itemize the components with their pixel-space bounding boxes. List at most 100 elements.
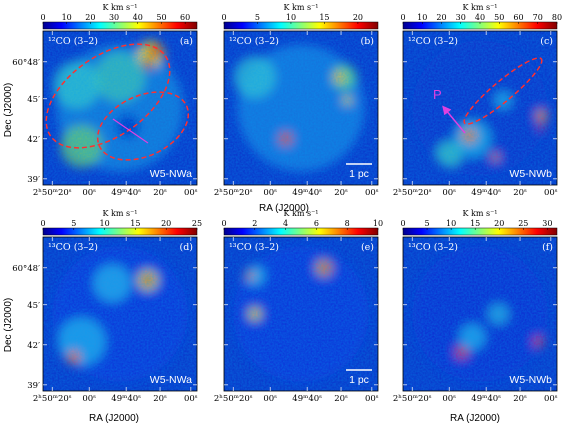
panel-frame bbox=[42, 30, 198, 186]
colorbar-unit: K km s⁻¹ bbox=[462, 3, 497, 12]
ra-tick-label: 00ˢ bbox=[263, 188, 277, 198]
outflow-axis-line bbox=[112, 118, 149, 144]
panel-letter: (b) bbox=[361, 36, 375, 47]
colorbar-tick-label: 50 bbox=[494, 13, 504, 22]
arrow-label: P bbox=[433, 87, 442, 102]
panel-frame bbox=[402, 30, 558, 186]
colorbar-tick-label: 10 bbox=[286, 13, 296, 22]
panel-frame bbox=[223, 30, 379, 186]
colorbar-tick-label: 60 bbox=[180, 13, 190, 22]
dec-tick-label: 45′ bbox=[27, 301, 40, 311]
ra-tick-label: 00ˢ bbox=[365, 394, 379, 404]
species-label: ¹²CO (3–2) bbox=[229, 36, 279, 47]
intensity-map bbox=[224, 237, 378, 391]
region-label: W5-NWb bbox=[509, 374, 552, 386]
panel-e: 0 2 4 6 8 10 K km s⁻¹ 2ʰ50ᵐ20ˢ 00ˢ 49ᵐ40ˢ 20ˢ 00ˢ ¹³… bbox=[214, 209, 383, 404]
ra-tick-label: 00ˢ bbox=[544, 394, 558, 404]
intensity-map bbox=[43, 31, 197, 185]
colorbar-tick-label: 2 bbox=[252, 219, 257, 228]
species-label: ¹²CO (3–2) bbox=[48, 36, 98, 47]
colorbar-tick-label: 70 bbox=[533, 13, 543, 22]
colorbar-tick-label: 10 bbox=[446, 219, 456, 228]
scale-bar-label: 1 pc bbox=[349, 168, 369, 180]
colorbar-tick-label: 15 bbox=[130, 219, 140, 228]
colorbar-tick-label: 30 bbox=[109, 13, 119, 22]
ra-tick-label: 20ˢ bbox=[513, 188, 527, 198]
ra-tick-label: 49ᵐ40ˢ bbox=[471, 394, 501, 404]
colorbar-tick-label: 0 bbox=[40, 13, 45, 22]
intensity-map bbox=[403, 31, 557, 185]
colorbar-tick-label: 5 bbox=[71, 219, 76, 228]
ra-tick-label: 00ˢ bbox=[365, 188, 379, 198]
ra-tick-label: 20ˢ bbox=[334, 188, 348, 198]
panel-letter: (d) bbox=[180, 242, 194, 253]
ra-tick-label: 20ˢ bbox=[334, 394, 348, 404]
panel-letter: (c) bbox=[540, 36, 553, 47]
dec-tick-label: 60°48′ bbox=[12, 264, 40, 274]
colorbar-tick-label: 50 bbox=[156, 13, 166, 22]
ra-tick-label: 2ʰ50ᵐ20ˢ bbox=[393, 394, 432, 404]
colorbar-unit: K km s⁻¹ bbox=[283, 3, 318, 12]
species-label: ¹²CO (3–2) bbox=[408, 36, 458, 47]
dec-tick-label: 39′ bbox=[27, 175, 40, 185]
colorbar-tick-label: 0 bbox=[221, 13, 226, 22]
colorbar-tick-label: 30 bbox=[542, 219, 552, 228]
dashed-ellipse bbox=[96, 91, 190, 161]
ra-tick-label: 00ˢ bbox=[82, 394, 96, 404]
colorbar-tick-label: 4 bbox=[283, 219, 288, 228]
colorbar-tick-label: 10 bbox=[417, 13, 427, 22]
colorbar-tick-label: 40 bbox=[133, 13, 143, 22]
colorbar-tick-label: 20 bbox=[436, 13, 446, 22]
ra-tick-label: 00ˢ bbox=[442, 188, 456, 198]
panel-c: 0 10 20 30 40 50 60 70 80 K km s⁻¹ 2ʰ50ᵐ20ˢ 00ˢ 49ᵐ4… bbox=[393, 3, 562, 198]
region-label: W5-NWb bbox=[509, 168, 552, 180]
colorbar-tick-label: 20 bbox=[353, 13, 363, 22]
colorbar-unit: K km s⁻¹ bbox=[102, 209, 137, 218]
dashed-ellipse bbox=[45, 43, 171, 149]
dec-tick-label: 42′ bbox=[27, 135, 40, 145]
ra-tick-label: 49ᵐ40ˢ bbox=[111, 188, 141, 198]
ra-tick-label: 00ˢ bbox=[184, 188, 198, 198]
panel-a: 0 10 20 30 40 50 60 K km s⁻¹ 2ʰ50ᵐ20ˢ 00ˢ 49ᵐ40ˢ 20… bbox=[12, 3, 198, 198]
colorbar-tick-label: 25 bbox=[518, 219, 528, 228]
colorbar-unit: K km s⁻¹ bbox=[102, 3, 137, 12]
dec-tick-label: 42′ bbox=[27, 341, 40, 351]
colorbar-tick-label: 10 bbox=[62, 13, 72, 22]
panel-letter: (e) bbox=[361, 242, 374, 253]
colorbar-tick-label: 5 bbox=[425, 219, 430, 228]
ra-tick-label: 20ˢ bbox=[153, 394, 167, 404]
xlabel-top-middle: RA (J2000) bbox=[259, 203, 309, 214]
colorbar-tick-label: 30 bbox=[456, 13, 466, 22]
intensity-map bbox=[403, 237, 557, 391]
ra-tick-label: 49ᵐ40ˢ bbox=[111, 394, 141, 404]
region-label: W5-NWa bbox=[150, 374, 192, 386]
colorbar bbox=[223, 21, 379, 30]
ra-tick-label: 00ˢ bbox=[184, 394, 198, 404]
colorbar-tick-label: 10 bbox=[373, 219, 383, 228]
colorbar-tick-label: 0 bbox=[40, 219, 45, 228]
colorbar-tick-label: 15 bbox=[470, 219, 480, 228]
ra-tick-label: 2ʰ50ᵐ20ˢ bbox=[33, 394, 72, 404]
panel-frame bbox=[42, 236, 198, 392]
ra-tick-label: 00ˢ bbox=[82, 188, 96, 198]
colorbar-tick-label: 20 bbox=[161, 219, 171, 228]
colorbar bbox=[402, 227, 558, 236]
panel-frame bbox=[402, 236, 558, 392]
region-label: W5-NWa bbox=[150, 168, 192, 180]
xlabel-bottom-right: RA (J2000) bbox=[450, 413, 500, 424]
ylabel-top: Dec (J2000) bbox=[3, 83, 14, 137]
ra-tick-label: 20ˢ bbox=[153, 188, 167, 198]
ra-tick-label: 00ˢ bbox=[263, 394, 277, 404]
p-arrow bbox=[442, 105, 466, 134]
dec-tick-label: 45′ bbox=[27, 95, 40, 105]
ra-tick-label: 49ᵐ40ˢ bbox=[292, 188, 322, 198]
intensity-map bbox=[43, 237, 197, 391]
ra-tick-label: 00ˢ bbox=[544, 188, 558, 198]
colorbar-unit: K km s⁻¹ bbox=[283, 209, 318, 218]
colorbar bbox=[42, 227, 198, 236]
ra-tick-label: 20ˢ bbox=[513, 394, 527, 404]
panel-letter: (a) bbox=[180, 36, 193, 47]
ra-tick-label: 2ʰ50ᵐ20ˢ bbox=[393, 188, 432, 198]
colorbar-unit: K km s⁻¹ bbox=[462, 209, 497, 218]
